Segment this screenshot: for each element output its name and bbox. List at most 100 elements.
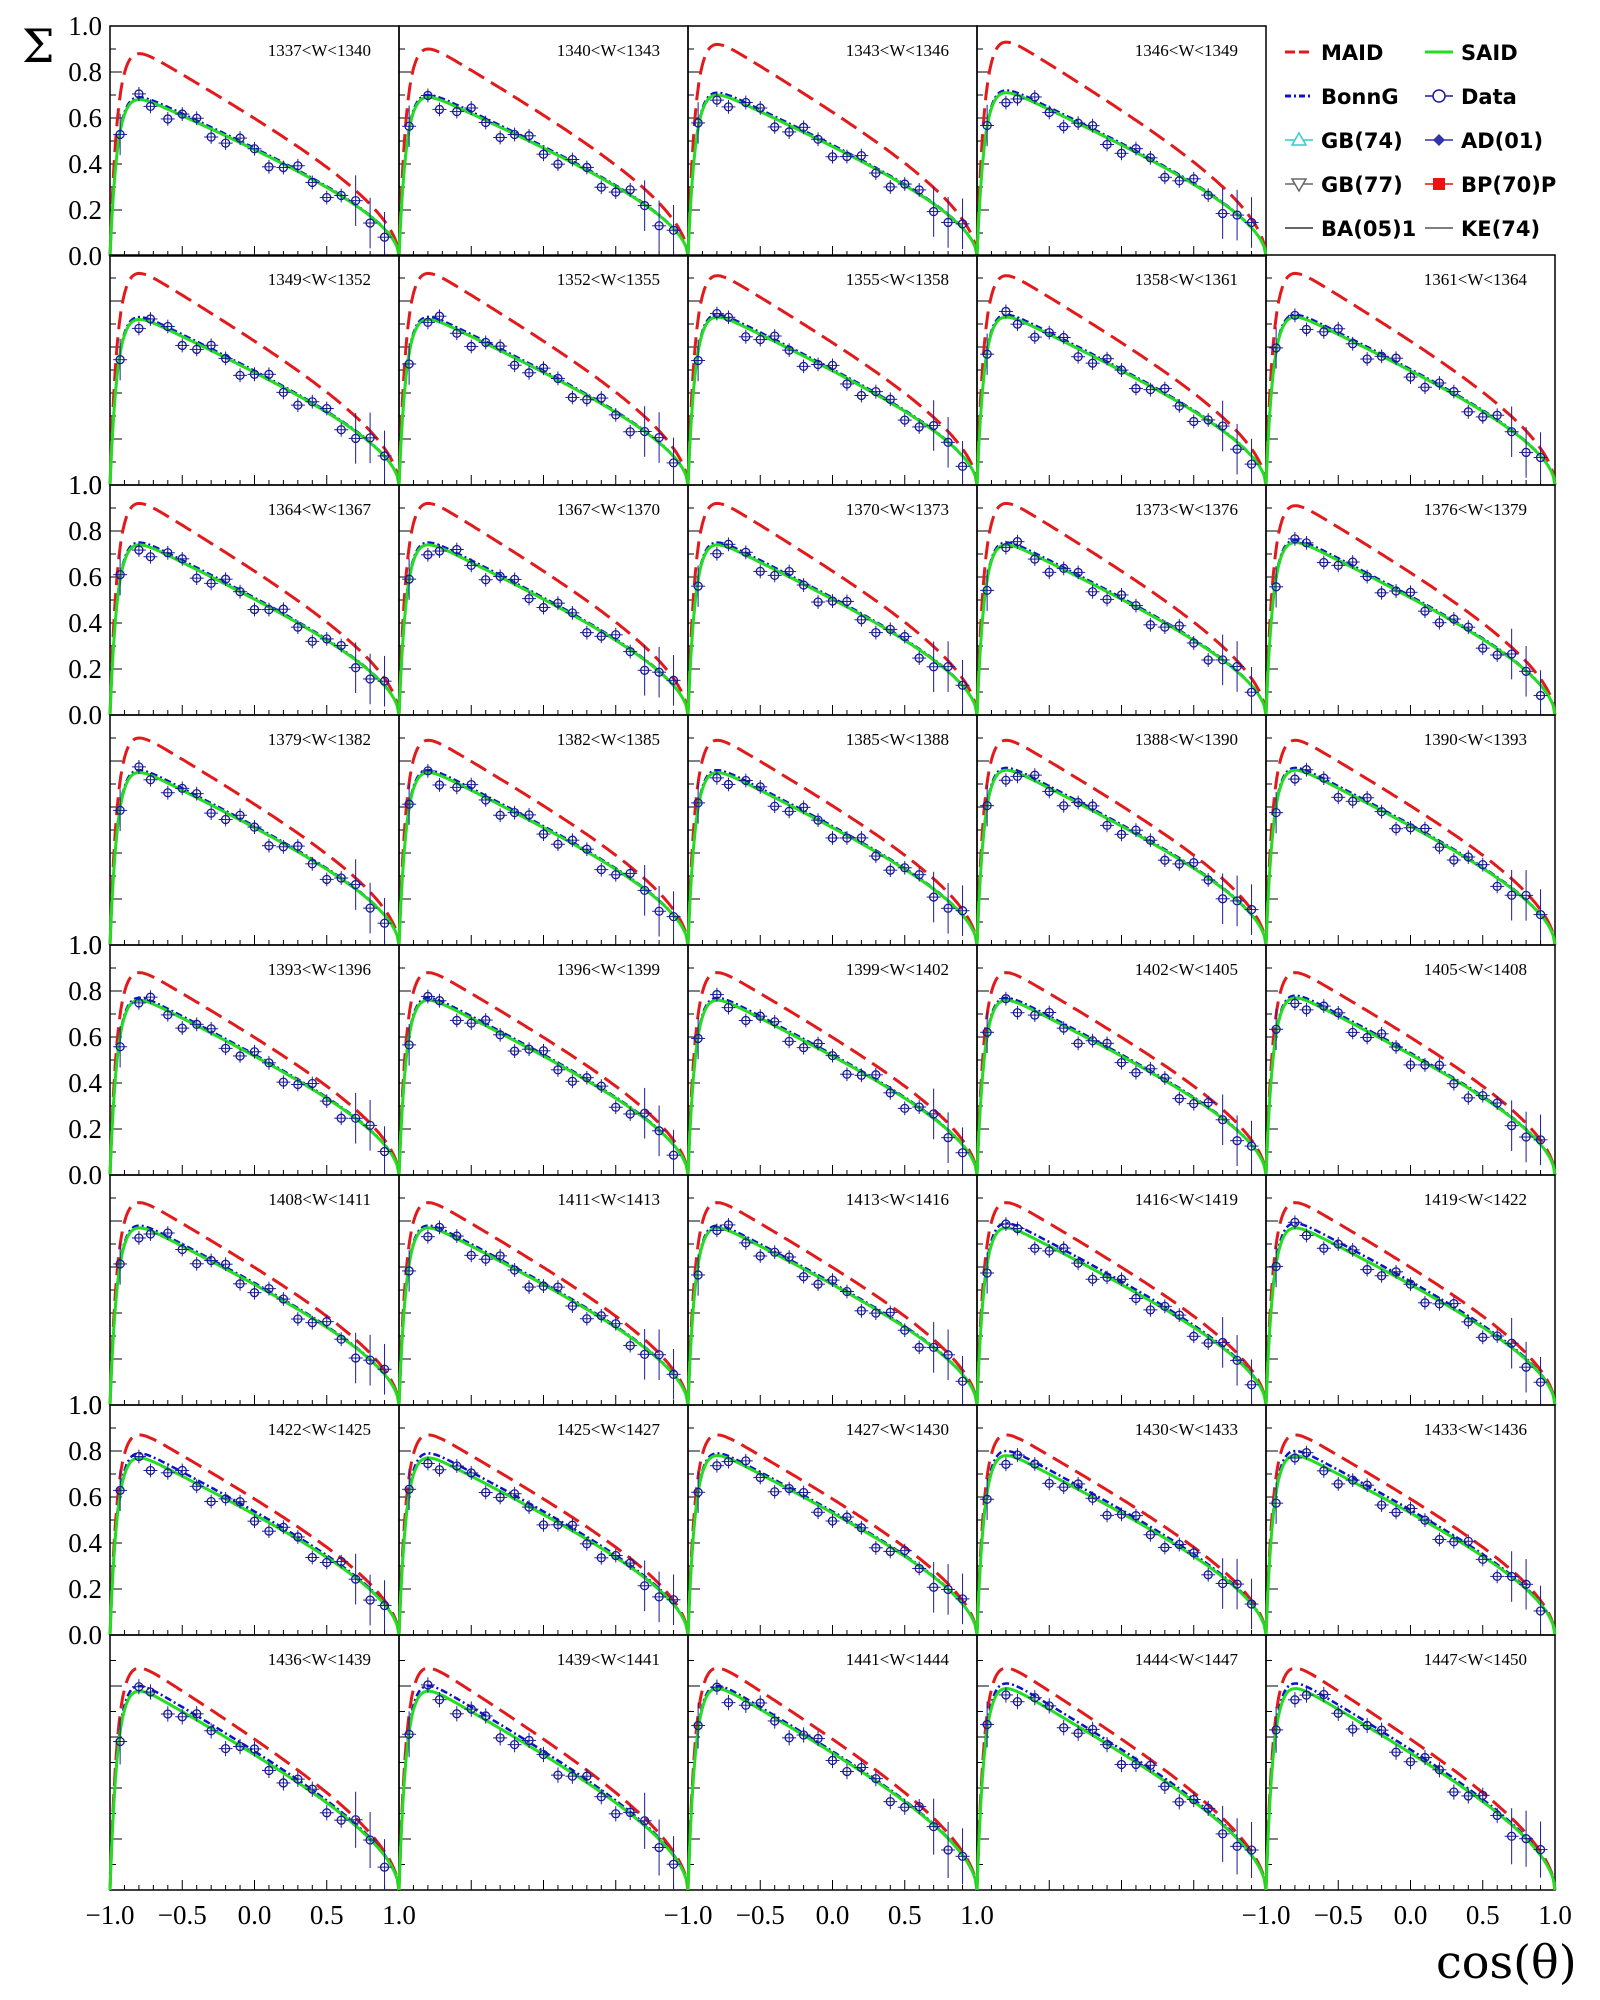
- bonng-curve: [686, 1684, 979, 1891]
- maid-curve: [975, 971, 1268, 1176]
- maid-curve: [108, 52, 401, 257]
- data-point: [1232, 1355, 1242, 1366]
- data-point: [668, 1859, 679, 1869]
- data-point: [163, 1709, 173, 1719]
- legend-marker: [1290, 131, 1308, 146]
- data-point: [163, 788, 173, 798]
- data-point: [249, 1288, 260, 1298]
- data-point: [712, 308, 722, 319]
- data-point: [1333, 1708, 1343, 1718]
- bonng-curve: [686, 313, 979, 486]
- data-point: [452, 1461, 462, 1471]
- data-point: [723, 779, 734, 790]
- maid-curve: [1264, 1666, 1557, 1891]
- bin-label: 1385<W<1388: [846, 730, 949, 749]
- data-point: [423, 1232, 433, 1242]
- data-point: [1492, 1810, 1502, 1821]
- data-point: [914, 1342, 924, 1352]
- data-point: [177, 554, 187, 564]
- bin-label: 1444<W<1447: [1135, 1650, 1239, 1669]
- x-tick-label: 0.0: [816, 1900, 850, 1930]
- maid-curve: [108, 1666, 401, 1891]
- data-point: [1087, 1724, 1098, 1735]
- data-point: [827, 833, 838, 843]
- y-tick-label: 0.2: [68, 654, 102, 684]
- data-point: [640, 426, 650, 437]
- data-point: [1001, 1459, 1011, 1469]
- data-point: [712, 95, 722, 105]
- data-point: [220, 814, 231, 825]
- data-point: [293, 400, 303, 410]
- data-point: [1131, 143, 1141, 154]
- panel: 1444<W<1447: [975, 1634, 1268, 1891]
- panel: 1343<W<1346: [686, 25, 979, 257]
- maid-curve: [975, 274, 1268, 486]
- data-point: [1030, 92, 1040, 102]
- bin-label: 1349<W<1352: [268, 270, 371, 289]
- data-point: [1030, 1459, 1040, 1469]
- maid-curve: [686, 971, 979, 1176]
- data-point: [1246, 217, 1257, 228]
- data-point: [1145, 620, 1156, 630]
- data-point: [1073, 1258, 1083, 1268]
- data-point: [770, 570, 780, 581]
- data-point: [798, 1272, 809, 1282]
- data-point: [1218, 421, 1228, 431]
- data-point: [654, 221, 664, 231]
- data-point: [350, 1815, 361, 1825]
- data-point: [1434, 618, 1445, 628]
- x-tick-label: 0.5: [888, 1900, 922, 1930]
- data-point: [885, 394, 895, 404]
- data-point: [235, 810, 245, 820]
- bonng-curve: [108, 996, 401, 1176]
- data-point: [249, 1744, 260, 1754]
- bin-label: 1367<W<1370: [557, 500, 660, 519]
- panel: 1390<W<1393: [1264, 714, 1557, 946]
- panel: 1405<W<1408: [1264, 944, 1557, 1176]
- data-point: [1174, 1539, 1184, 1550]
- data-point: [582, 162, 592, 173]
- data-point: [693, 355, 703, 366]
- data-point: [452, 1231, 462, 1241]
- data-point: [856, 1523, 867, 1533]
- data-point: [1116, 1057, 1127, 1068]
- data-point: [115, 1042, 125, 1052]
- data-point: [827, 1275, 838, 1285]
- data-point: [1232, 896, 1242, 906]
- bin-label: 1439<W<1441: [557, 1650, 660, 1669]
- data-point: [1376, 588, 1387, 598]
- data-point: [1434, 1765, 1445, 1775]
- data-point: [1246, 1599, 1257, 1609]
- data-point: [625, 868, 635, 879]
- data-point: [509, 1739, 520, 1750]
- data-point: [914, 1102, 924, 1112]
- data-point: [1507, 1338, 1517, 1348]
- data-point: [712, 1682, 722, 1692]
- data-point: [871, 386, 881, 397]
- y-tick-label: 1.0: [68, 930, 102, 960]
- data-point: [842, 151, 852, 162]
- data-point: [770, 1017, 780, 1027]
- data-point: [553, 1282, 563, 1292]
- data-point: [145, 1465, 156, 1476]
- data-point: [1301, 765, 1312, 775]
- data-point: [929, 1821, 939, 1832]
- said-curve: [397, 317, 690, 486]
- data-point: [900, 1325, 910, 1335]
- data-point: [567, 1520, 578, 1530]
- data-point: [957, 1376, 968, 1386]
- data-point: [293, 622, 303, 632]
- data-point: [1333, 1479, 1343, 1489]
- data-point: [365, 1835, 375, 1845]
- data-point: [582, 627, 592, 638]
- y-tick-label: 1.0: [68, 11, 102, 41]
- legend-label: BA(05)1: [1321, 217, 1416, 241]
- data-point: [553, 1520, 563, 1530]
- data-point: [1102, 594, 1112, 605]
- data-point: [379, 232, 390, 242]
- data-point: [434, 1222, 445, 1232]
- data-point: [1116, 829, 1127, 839]
- panel: 1441<W<1444: [686, 1634, 979, 1891]
- data-point: [1507, 1831, 1517, 1841]
- data-point: [336, 873, 346, 883]
